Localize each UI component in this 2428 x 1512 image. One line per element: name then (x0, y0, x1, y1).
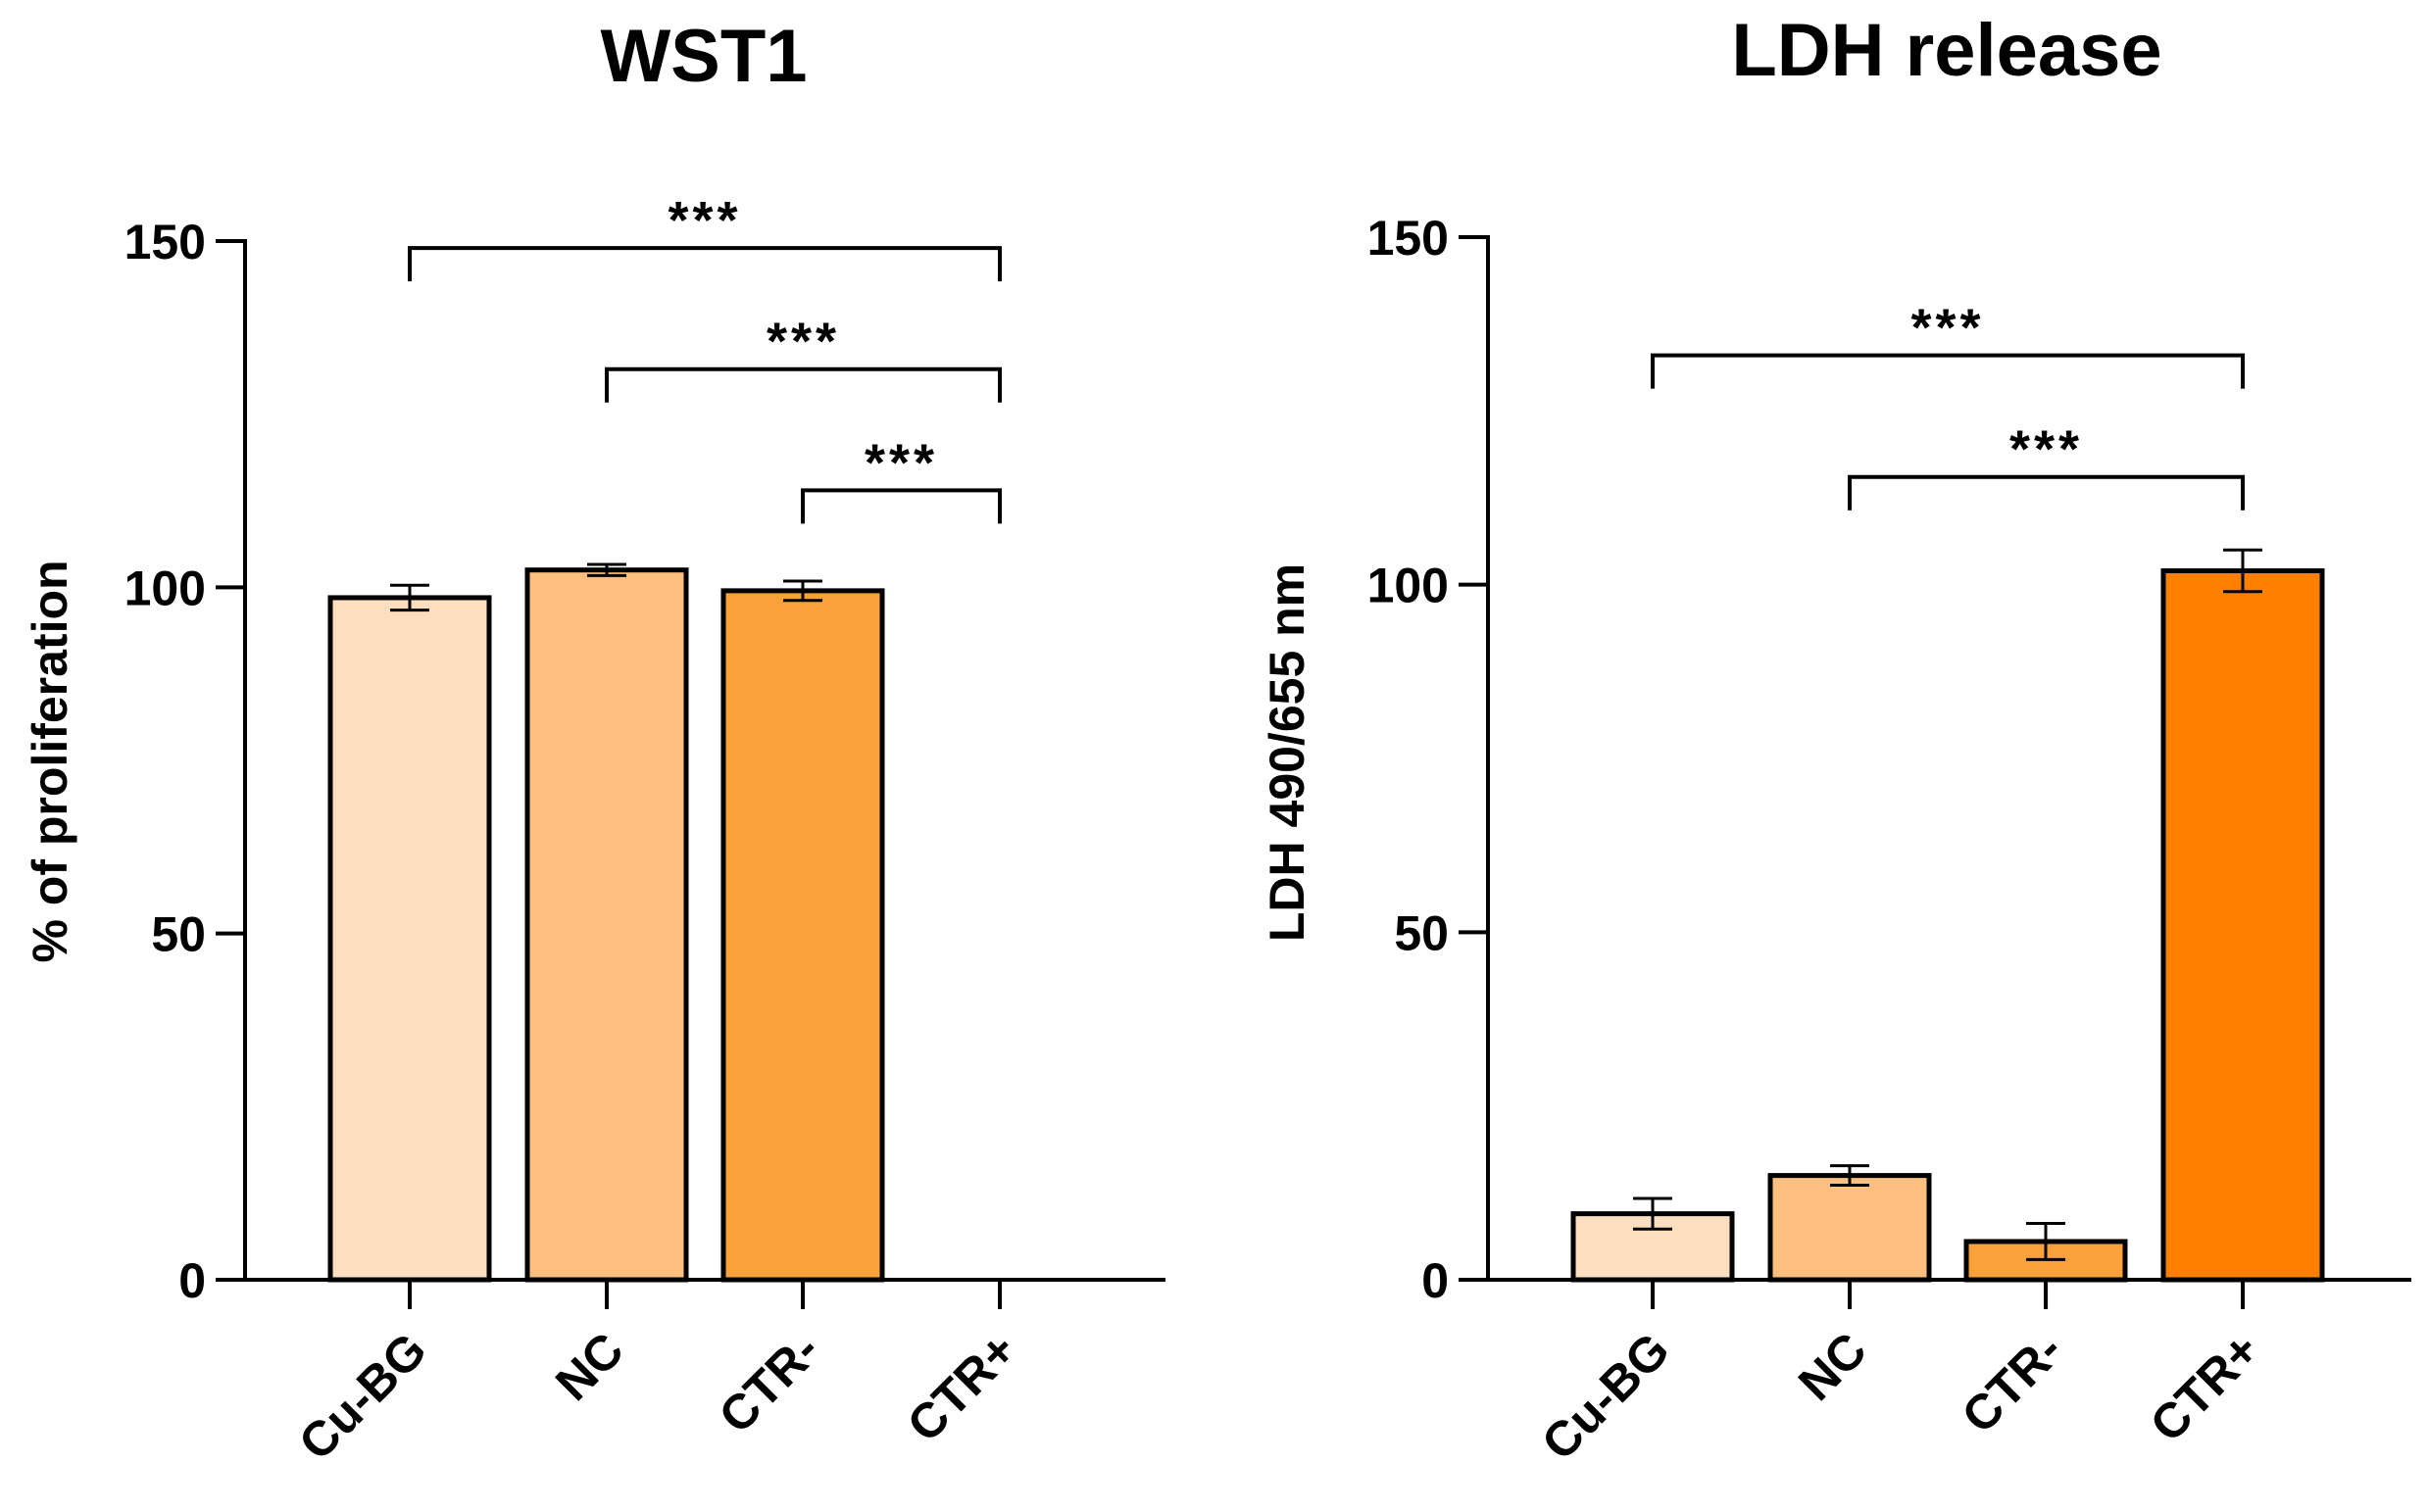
significance-label: *** (865, 433, 938, 492)
chart-title: LDH release (1731, 9, 2161, 92)
y-axis-label: % of proliferation (23, 560, 77, 962)
significance-label: *** (1910, 299, 1984, 358)
y-tick-label: 150 (124, 215, 206, 269)
y-tick-label: 100 (1367, 559, 1449, 613)
significance-label: *** (668, 191, 741, 250)
bars (327, 562, 885, 1283)
significance-brackets: *** *** (1651, 299, 2245, 511)
bar-ctr- (720, 588, 885, 1283)
x-tick-label: CTR- (709, 1322, 830, 1443)
ldh-panel: LDH release LDH 490/655 nm 0 50 100 150 Cu-B… (1260, 9, 2411, 1471)
x-tick-label: Cu-BG (288, 1322, 437, 1471)
y-tick-label: 50 (1394, 905, 1449, 960)
significance-bracket (408, 246, 1002, 282)
bar-nc (524, 567, 689, 1283)
y-tick-label: 0 (1421, 1253, 1449, 1308)
x-tick-label: CTR+ (2140, 1322, 2270, 1452)
significance-bracket (1651, 353, 2245, 389)
chart-title: WST1 (600, 15, 807, 98)
x-tick-label: Cu-BG (1531, 1322, 1680, 1471)
wst1-panel: WST1 % of proliferation 0 50 100 150 Cu-BG NC… (23, 15, 1165, 1471)
significance-label: *** (2009, 420, 2083, 479)
bar-nc (1767, 1173, 1932, 1283)
x-tick-label: NC (1788, 1322, 1877, 1411)
y-tick-label: 0 (178, 1253, 206, 1308)
y-axis-label: LDH 490/655 nm (1260, 563, 1314, 942)
y-tick-label: 100 (124, 561, 206, 615)
y-tick-label: 150 (1367, 211, 1449, 266)
significance-bracket (605, 366, 1002, 403)
x-tick-label: CTR- (1952, 1322, 2073, 1443)
bar-ctr- (2160, 567, 2325, 1283)
significance-brackets: *** *** *** (408, 191, 1002, 524)
x-tick-label: CTR+ (897, 1322, 1027, 1452)
bar-cu-bg (327, 595, 492, 1283)
significance-label: *** (767, 313, 840, 371)
x-tick-label: NC (545, 1322, 634, 1411)
significance-bracket (1848, 474, 2245, 511)
bars (1570, 548, 2325, 1283)
significance-bracket (801, 488, 1002, 524)
y-tick-label: 50 (151, 907, 206, 962)
